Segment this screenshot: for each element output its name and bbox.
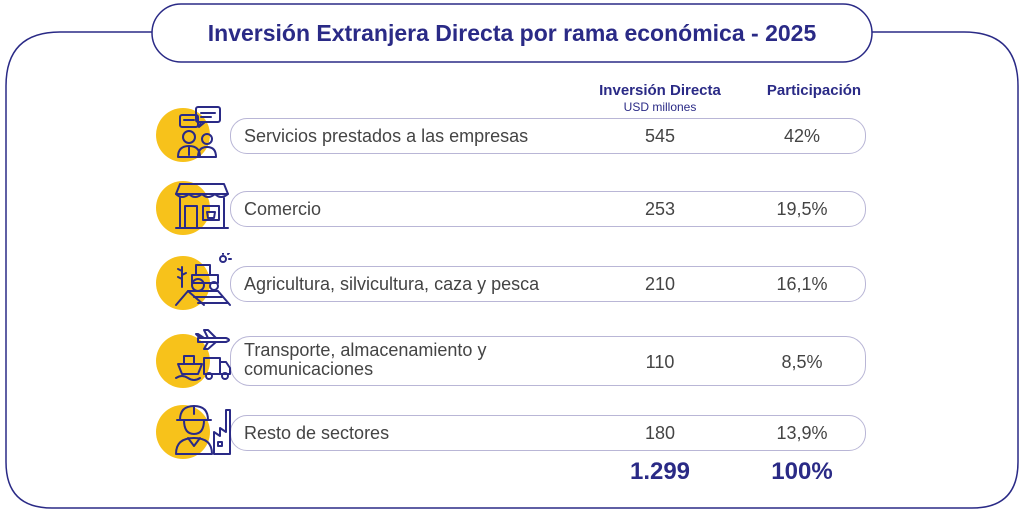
tractor-field-icon <box>175 253 232 306</box>
row-pill <box>230 266 866 302</box>
sector-label: Servicios prestados a las empresas <box>244 125 529 146</box>
share-value: 19,5% <box>776 198 828 219</box>
investment-value: 545 <box>644 125 676 146</box>
transport-icon <box>175 329 231 381</box>
business-services-icon <box>177 106 221 158</box>
table-row: Comercio 253 19,5% <box>156 181 868 241</box>
table-row: Servicios prestados a las empresas 545 4… <box>156 106 868 168</box>
share-value: 16,1% <box>776 273 828 294</box>
share-value: 42% <box>783 125 821 146</box>
table-row: Agricultura, silvicultura, caza y pesca … <box>156 253 868 316</box>
row-pill <box>230 191 866 227</box>
table-row: Resto de sectores 180 13,9% <box>156 405 868 465</box>
investment-value: 110 <box>645 351 675 372</box>
row-pill <box>230 336 866 386</box>
worker-factory-icon <box>175 405 231 455</box>
total-share: 100% <box>771 458 833 485</box>
sector-label: Comercio <box>244 198 322 219</box>
row-pill <box>230 118 866 154</box>
storefront-icon <box>175 183 229 229</box>
row-pill <box>230 415 866 451</box>
share-header-label: Participación <box>766 82 862 99</box>
investment-value: 210 <box>644 273 676 294</box>
total-investment: 1.299 <box>629 458 691 485</box>
icon-badge <box>156 181 210 235</box>
investment-header-label: Inversión Directa <box>599 82 721 99</box>
chart-title: Inversión Extranjera Directa por rama ec… <box>207 19 817 46</box>
share-column-header: Participación <box>744 82 884 100</box>
investment-value: 253 <box>644 198 676 219</box>
table-row: Transporte, almacenamiento y comunicacio… <box>156 329 868 392</box>
investment-value: 180 <box>644 422 676 443</box>
sector-label: Agricultura, silvicultura, caza y pesca <box>244 273 540 294</box>
share-value: 13,9% <box>776 422 828 443</box>
investment-unit-label: USD millones <box>623 100 697 114</box>
sector-label: Resto de sectores <box>244 422 390 443</box>
sector-label: Transporte, almacenamiento y comunicacio… <box>244 340 487 379</box>
investment-column-header: Inversión Directa USD millones <box>574 82 746 114</box>
share-value: 8,5% <box>781 351 823 372</box>
